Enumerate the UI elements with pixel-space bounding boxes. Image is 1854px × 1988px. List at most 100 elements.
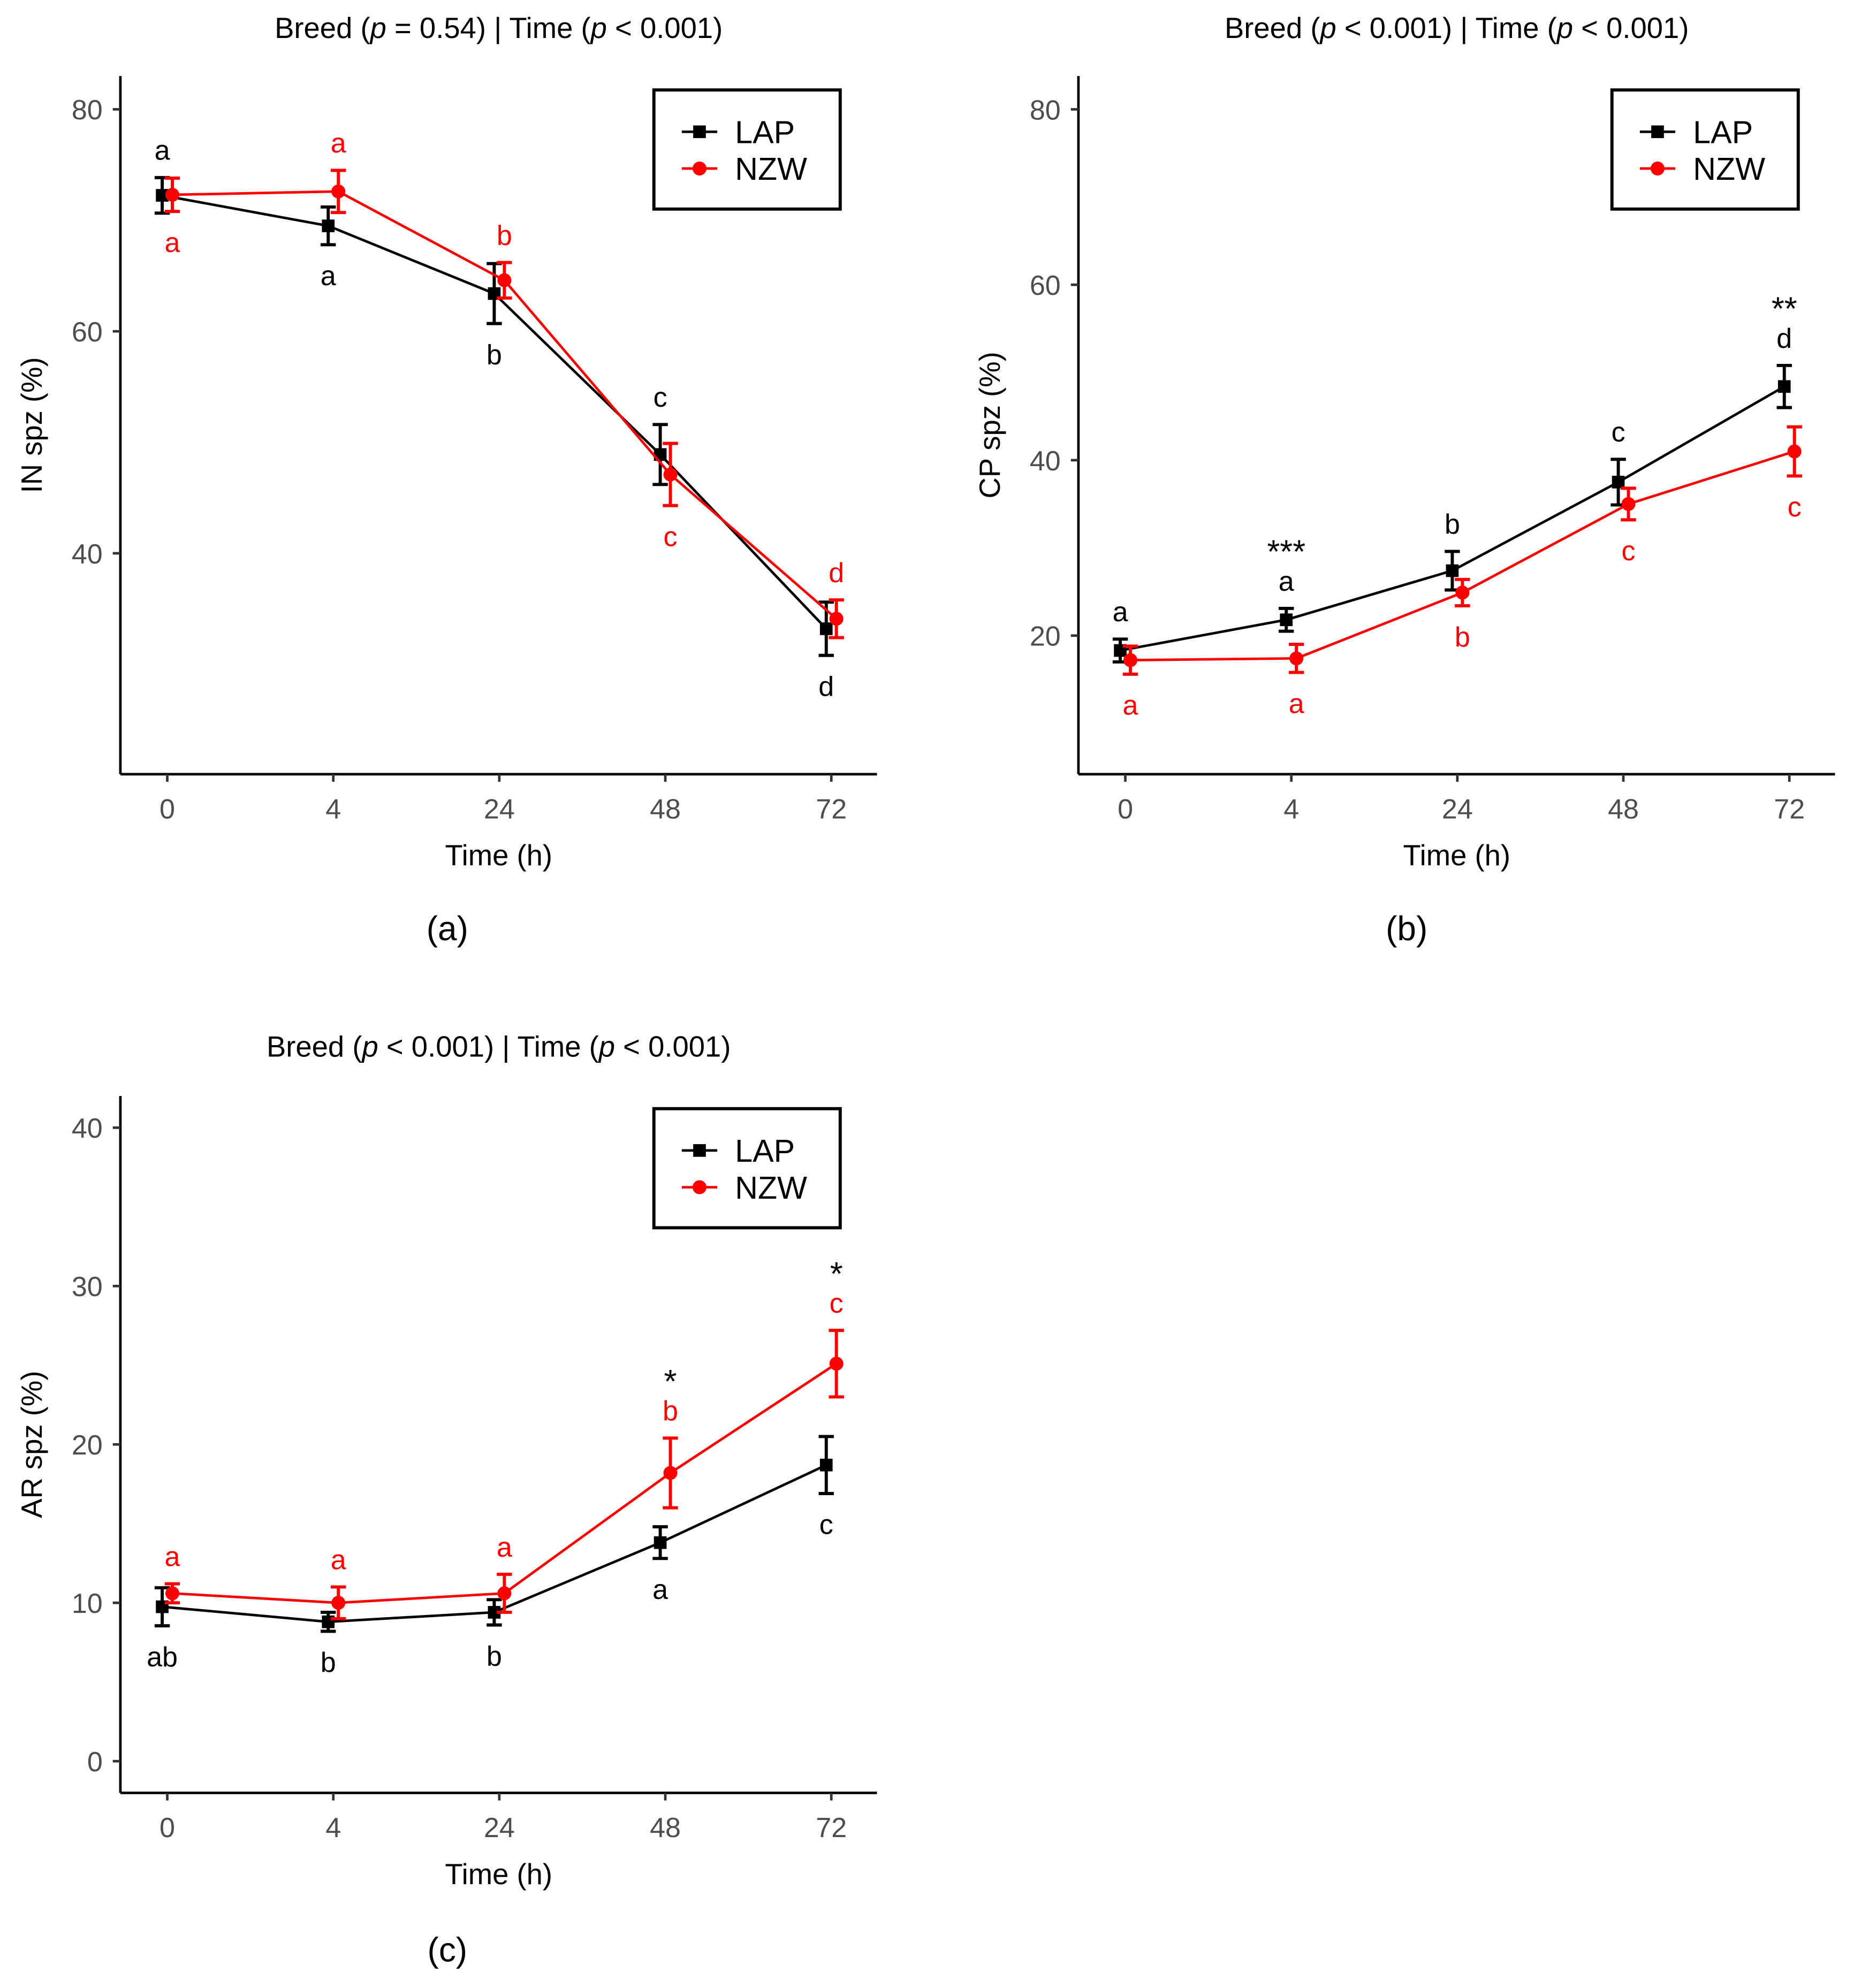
data-point [1787,444,1802,459]
data-point [1446,564,1459,577]
data-point [1621,497,1636,511]
chart-panel-c: Breed (p < 0.001) | Time (p < 0.001) 0 10 2… [16,1031,877,1969]
panel-caption: (c) [428,1930,468,1969]
legend-marker [1651,125,1664,139]
significance-letter: a [331,128,346,159]
x-tick-label: 48 [650,794,681,825]
legend-marker [1650,161,1665,176]
legend-marker [693,125,706,139]
significance-letter: a [155,135,170,166]
data-point [654,1536,667,1549]
x-tick-label: 48 [650,1812,681,1844]
data-point [322,219,335,232]
series-lap: aa***bcd** [1113,291,1797,664]
x-tick-label: 4 [325,1812,341,1844]
significance-letter: c [664,522,678,553]
legend-marker [693,1144,706,1157]
data-point [1289,651,1304,666]
data-point [1280,613,1293,627]
series-nzw: a a b c d [165,128,844,639]
y-axis-title: CP spz (%) [974,352,1006,498]
x-tick-label: 4 [325,794,341,825]
significance-stars: *** [1267,534,1305,570]
y-tick-label: 0 [87,1747,103,1778]
x-tick-label: 72 [816,1812,847,1844]
legend-label: LAP [735,115,795,150]
significance-letter: c [654,382,667,413]
data-point [331,184,346,199]
x-tick-label: 0 [159,794,175,825]
significance-letter: d [1776,323,1792,354]
legend-box [1610,88,1800,211]
data-point [1777,380,1791,393]
data-point [165,1586,180,1601]
series-line [172,1362,838,1604]
significance-letter: c [819,1510,833,1541]
significance-letter: d [818,672,834,703]
legend-marker [692,1180,707,1194]
x-tick-label: 4 [1283,794,1299,825]
panel-caption: (b) [1386,909,1427,948]
data-point [663,467,678,482]
data-point [331,1596,346,1610]
y-tick-label: 40 [72,1113,103,1144]
chart-panel-b: Breed (p < 0.001) | Time (p < 0.001) 20 40… [974,12,1835,948]
y-axis-title: IN spz (%) [16,357,48,493]
significance-letter: a [497,1532,512,1563]
data-point [497,273,512,287]
chart-panel-a: Breed (p = 0.54) | Time (p < 0.001)40608… [16,12,877,948]
x-axis-title: Time (h) [1403,839,1510,872]
series-line [162,194,827,630]
significance-letter: a [331,1544,346,1575]
chart-title: Breed (p < 0.001) | Time (p < 0.001) [267,1031,731,1063]
chart-title: Breed (p < 0.001) | Time (p < 0.001) [1225,12,1689,44]
x-tick-label: 24 [484,1812,515,1844]
significance-letter: a [652,1574,668,1605]
y-tick-label: 60 [1030,270,1061,301]
significance-stars: ** [1772,291,1797,327]
data-point [819,1458,833,1472]
x-axis-title: Time (h) [445,839,552,872]
y-tick-label: 40 [1030,446,1061,477]
significance-letter: a [165,227,180,258]
y-tick-label: 80 [72,95,103,126]
y-tick-label: 20 [1030,621,1061,652]
significance-letter: b [487,1641,502,1672]
significance-letter: ab [147,1642,178,1673]
data-point [488,1606,501,1619]
series-lap: ab b b a c [147,1435,834,1678]
significance-letter: c [1788,492,1802,523]
significance-letter: b [663,1396,678,1427]
y-tick-label: 10 [72,1588,103,1619]
significance-letter: c [830,1288,844,1319]
x-tick-label: 72 [1774,794,1805,825]
data-point [156,189,169,202]
significance-letter: b [1455,622,1470,653]
significance-letter: b [321,1647,336,1678]
series-line [172,190,838,620]
legend-label: LAP [1693,115,1753,150]
data-point [497,1586,512,1601]
significance-letter: d [829,558,844,589]
chart-title: Breed (p = 0.54) | Time (p < 0.001) [275,12,723,44]
legend-box [652,1107,842,1230]
significance-stars: * [830,1255,843,1292]
legend-box [652,88,842,211]
data-point [819,622,833,635]
legend-label: NZW [1693,151,1765,187]
legend-label: NZW [735,1170,807,1206]
significance-stars: * [664,1363,677,1400]
x-tick-label: 0 [159,1812,175,1844]
significance-letter: a [1123,690,1138,721]
significance-letter: b [1445,509,1460,540]
data-point [663,1466,678,1480]
significance-letter: c [1622,536,1636,567]
significance-letter: b [497,220,512,251]
y-tick-label: 20 [72,1430,103,1461]
y-axis-title: AR spz (%) [16,1371,48,1518]
y-tick-label: 80 [1030,95,1061,126]
